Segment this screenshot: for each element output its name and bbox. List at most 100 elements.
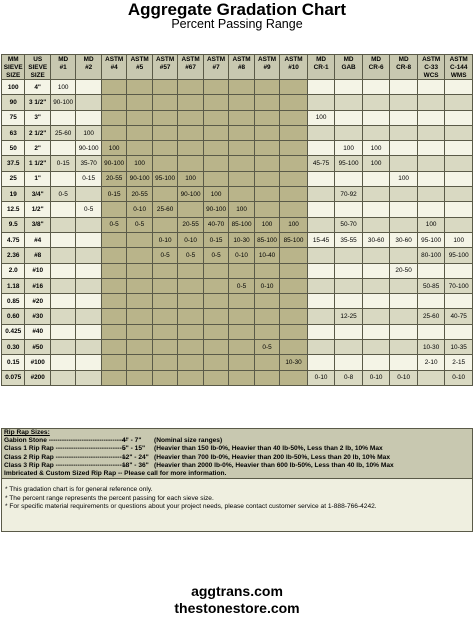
percent-passing-cell <box>177 369 204 386</box>
riprap-imbricated-text: Imbricated & Custom Sized Rip Rap -- Ple… <box>4 469 227 477</box>
website-link-aggtrans[interactable]: aggtrans.com <box>191 583 283 599</box>
riprap-size-range: 18" - 36" <box>122 461 149 469</box>
page-subtitle: Percent Passing Range <box>171 17 303 31</box>
percent-passing-cell <box>389 308 418 325</box>
percent-passing-cell: 0-10 <box>306 369 336 386</box>
us-sieve-size: 3 1/2" <box>24 94 51 111</box>
percent-passing-cell <box>253 109 281 126</box>
us-sieve-size: 3/8" <box>24 216 51 233</box>
percent-passing-cell: 100 <box>100 140 128 157</box>
percent-passing-cell <box>361 262 391 279</box>
header-cell: MM <box>0 54 26 63</box>
percent-passing-cell <box>361 124 391 142</box>
percent-passing-cell <box>177 262 204 279</box>
percent-passing-cell <box>151 140 179 157</box>
percent-passing-cell <box>49 293 77 310</box>
percent-passing-cell <box>100 354 128 371</box>
percent-passing-cell <box>306 140 336 157</box>
website-link-stonestore[interactable]: thestonestore.com <box>174 600 300 616</box>
percent-passing-cell <box>279 262 308 279</box>
header-cell <box>228 71 255 80</box>
percent-passing-cell <box>202 78 230 96</box>
table-row: 0.30 #50 0-5 10-30 10-35 <box>0 339 473 356</box>
percent-passing-cell: 100 <box>361 140 391 157</box>
percent-passing-cell <box>389 155 418 172</box>
header-cell: C-144 <box>444 63 473 71</box>
percent-passing-cell <box>444 170 473 188</box>
percent-passing-cell <box>151 155 179 172</box>
riprap-class-name: Class 3 Rip Rap ------------------------… <box>4 461 126 469</box>
percent-passing-cell: 40-70 <box>202 216 230 233</box>
percent-passing-cell: 0-10 <box>126 201 153 218</box>
riprap-size-range: 12" - 24" <box>122 453 149 461</box>
mm-sieve-size: 0.075 <box>0 369 26 386</box>
percent-passing-cell <box>361 216 391 233</box>
header-cell: MD <box>361 54 391 63</box>
riprap-description: (Nominal size ranges) <box>154 437 223 445</box>
header-cell <box>279 71 308 80</box>
percent-passing-cell <box>361 247 391 264</box>
percent-passing-cell <box>202 124 230 142</box>
percent-passing-cell <box>228 78 255 96</box>
percent-passing-cell <box>49 247 77 264</box>
percent-passing-cell <box>334 201 363 218</box>
mm-sieve-size: 25 <box>0 170 26 188</box>
percent-passing-cell <box>202 339 230 356</box>
percent-passing-cell <box>100 339 128 356</box>
percent-passing-cell <box>202 170 230 188</box>
table-row: 50 2" 90-100 100 100 100 <box>0 140 473 157</box>
table-row: 0.15 #100 10-30 2-10 2-15 <box>0 354 473 371</box>
header-cell: ASTM <box>177 54 204 63</box>
percent-passing-cell <box>75 293 102 310</box>
percent-passing-cell <box>228 293 255 310</box>
percent-passing-cell <box>416 170 446 188</box>
percent-passing-cell <box>361 339 391 356</box>
percent-passing-cell <box>279 109 308 126</box>
percent-passing-cell: 85-100 <box>253 231 281 249</box>
table-row: 100 4" 100 <box>0 78 473 96</box>
percent-passing-cell <box>49 339 77 356</box>
percent-passing-cell <box>306 78 336 96</box>
percent-passing-cell <box>100 293 128 310</box>
percent-passing-cell <box>151 78 179 96</box>
riprap-class-name: Gabion Stone ---------------------------… <box>4 437 128 445</box>
us-sieve-size: 2" <box>24 140 51 157</box>
percent-passing-cell: 10-30 <box>416 339 446 356</box>
header-row-3: SIZE SIZE WCS WMS <box>0 71 473 80</box>
percent-passing-cell <box>306 262 336 279</box>
percent-passing-cell <box>49 109 77 126</box>
percent-passing-cell <box>75 354 102 371</box>
header-cell <box>361 71 391 80</box>
percent-passing-cell: 0-10 <box>361 369 391 386</box>
mm-sieve-size: 90 <box>0 94 26 111</box>
note-general: * This gradation chart is for general re… <box>5 486 153 493</box>
percent-passing-cell <box>416 155 446 172</box>
percent-passing-cell <box>253 262 281 279</box>
table-row: 2.0 #10 20-50 <box>0 262 473 279</box>
mm-sieve-size: 0.60 <box>0 308 26 325</box>
table-row: 63 2 1/2" 25-60 100 <box>0 124 473 142</box>
percent-passing-cell: 25-60 <box>151 201 179 218</box>
percent-passing-cell <box>279 247 308 264</box>
percent-passing-cell <box>306 216 336 233</box>
percent-passing-cell: 0-5 <box>253 339 281 356</box>
percent-passing-cell: 0-15 <box>202 231 230 249</box>
header-cell: ASTM <box>100 54 128 63</box>
percent-passing-cell: 10-40 <box>253 247 281 264</box>
percent-passing-cell <box>279 94 308 111</box>
table-row: 12.5 1/2" 0-5 0-10 25-60 90-100 100 <box>0 201 473 218</box>
percent-passing-cell <box>416 369 446 386</box>
percent-passing-cell <box>279 201 308 218</box>
header-cell: MD <box>334 54 363 63</box>
percent-passing-cell: 95-100 <box>444 247 473 264</box>
page-title: Aggregate Gradation Chart <box>127 0 347 19</box>
us-sieve-size: #8 <box>24 247 51 264</box>
us-sieve-size: 1/2" <box>24 201 51 218</box>
header-cell: #67 <box>177 63 204 71</box>
percent-passing-cell: 100 <box>75 124 102 142</box>
riprap-size-range: 5" - 15" <box>122 445 146 453</box>
us-sieve-size: #10 <box>24 262 51 279</box>
riprap-list: Gabion Stone ---------------------------… <box>2 437 472 470</box>
mm-sieve-size: 2.0 <box>0 262 26 279</box>
percent-passing-cell: 0-15 <box>100 186 128 203</box>
